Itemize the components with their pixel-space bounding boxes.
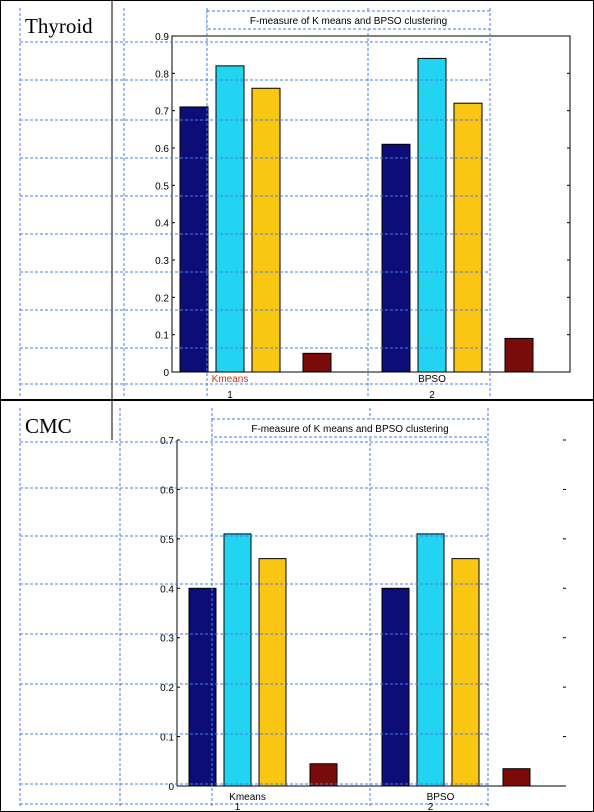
bar-series-3-group-2: [451, 558, 480, 787]
bar-series-3-group-1: [251, 87, 281, 373]
y-tick-label: 0.5: [155, 181, 169, 192]
bar-series-4-group-1: [309, 763, 338, 787]
y-tick-label: 0: [168, 782, 174, 793]
y-tick-label: 0.7: [155, 107, 169, 118]
y-tick-label: 0.1: [160, 733, 174, 744]
bar-series-1-group-1: [188, 587, 217, 787]
plot-frame: [171, 35, 571, 373]
title-box: [206, 10, 491, 30]
bar-series-2-group-2: [416, 533, 445, 787]
chart-title: F-measure of K means and BPSO clustering: [251, 424, 448, 435]
x-category-text: BPSO: [427, 792, 455, 803]
dataset-label-thyroid: Thyroid: [25, 14, 93, 38]
y-tick-label: 0.3: [155, 256, 169, 267]
bar-series-2-group-1: [215, 65, 245, 373]
y-tick-label: 0.6: [155, 144, 169, 155]
bar-series-3-group-1: [258, 558, 287, 787]
x-category-label: 2: [428, 802, 434, 812]
bar-series-2-group-1: [223, 533, 252, 787]
bar-series-4-group-2: [504, 337, 534, 373]
bar-series-1-group-2: [381, 143, 411, 373]
cmc-chart-panel: 0 0.1 0.2 0.3 0.4 0.5 0.6 0.7 F-measure of K mea…: [0, 400, 594, 812]
y-tick-label: 0.9: [155, 32, 169, 43]
x-category-text: BPSO: [418, 374, 446, 385]
y-tick-label: 0.2: [160, 683, 174, 694]
x-category-label: 2: [429, 390, 435, 400]
y-tick-label: 0.4: [155, 219, 169, 230]
y-tick-label: 0.5: [160, 535, 174, 546]
x-category-label: 1: [235, 802, 241, 812]
cmc-chart: 00.10.20.30.40.50.60.7F-measure of K mea…: [0, 400, 594, 812]
panel-border: [0, 400, 594, 812]
y-tick-label: 0.2: [155, 293, 169, 304]
bar-series-3-group-2: [453, 102, 483, 373]
y-tick-label: 0.1: [155, 331, 169, 342]
y-tick-label: 0: [163, 368, 169, 379]
x-category-text: Kmeans: [229, 792, 266, 803]
bar-series-1-group-2: [381, 587, 410, 787]
bar-series-1-group-1: [179, 106, 209, 373]
y-tick-label: 0.8: [155, 69, 169, 80]
bar-series-4-group-2: [502, 768, 531, 787]
thyroid-chart-panel: 0 0.1 0.2 0.3 0.4 0.5 0.6 0.7 0.8 0.9 F-measure of…: [0, 0, 594, 400]
y-tick-label: 0.4: [160, 584, 174, 595]
title-box: [211, 418, 489, 438]
chart-title: F-measure of K means and BPSO clustering: [250, 16, 447, 27]
bar-series-4-group-1: [302, 352, 332, 373]
x-category-label: 1: [227, 390, 233, 400]
bar-series-2-group-2: [417, 57, 447, 373]
dataset-label-cmc: CMC: [25, 414, 72, 438]
x-category-text: Kmeans: [212, 374, 249, 385]
y-tick-label: 0.6: [160, 485, 174, 496]
thyroid-chart: 0 0.1 0.2 0.3 0.4 0.5 0.6 0.7 0.8 0.9 F-measure of…: [0, 0, 594, 400]
y-tick-label: 0.3: [160, 634, 174, 645]
